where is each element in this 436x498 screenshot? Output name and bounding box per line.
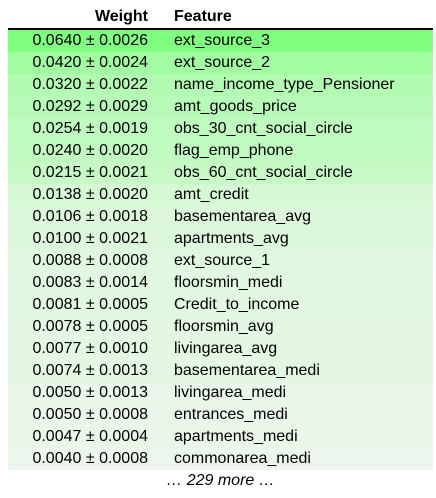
feature-cell: ext_source_1	[174, 252, 271, 269]
table-header-row: Weight Feature	[8, 5, 433, 30]
weight-cell: 0.0088 ± 0.0008	[32, 252, 148, 269]
feature-cell: apartments_medi	[174, 428, 298, 445]
weight-cell: 0.0074 ± 0.0013	[32, 362, 148, 379]
weight-cell: 0.0240 ± 0.0020	[32, 142, 148, 159]
feature-cell: obs_30_cnt_social_circle	[174, 120, 353, 137]
weight-cell: 0.0078 ± 0.0005	[32, 318, 148, 335]
feature-cell: name_income_type_Pensioner	[174, 76, 395, 93]
weight-cell: 0.0047 ± 0.0004	[32, 428, 148, 445]
feature-cell: basementarea_medi	[174, 362, 320, 379]
weight-cell: 0.0050 ± 0.0013	[32, 384, 148, 401]
feature-cell: amt_credit	[174, 186, 249, 203]
table-row: 0.0320 ± 0.0022 name_income_type_Pensione…	[8, 74, 433, 96]
table-row: 0.0138 ± 0.0020 amt_credit	[8, 184, 433, 206]
weight-cell: 0.0081 ± 0.0005	[32, 296, 148, 313]
more-rows-row: … 229 more …	[8, 470, 433, 492]
feature-cell: obs_60_cnt_social_circle	[174, 164, 353, 181]
feature-cell: entrances_medi	[174, 406, 288, 423]
table-row: 0.0081 ± 0.0005 Credit_to_income	[8, 294, 433, 316]
feature-cell: floorsmin_medi	[174, 274, 283, 291]
table-row: 0.0106 ± 0.0018 basementarea_avg	[8, 206, 433, 228]
table-row: 0.0083 ± 0.0014 floorsmin_medi	[8, 272, 433, 294]
weight-column-header: Weight	[8, 5, 174, 30]
table-row: 0.0050 ± 0.0008 entrances_medi	[8, 404, 433, 426]
table-row: 0.0254 ± 0.0019 obs_30_cnt_social_circle	[8, 118, 433, 140]
weight-cell: 0.0040 ± 0.0008	[32, 450, 148, 467]
table-row: 0.0088 ± 0.0008 ext_source_1	[8, 250, 433, 272]
feature-cell: basementarea_avg	[174, 208, 311, 225]
weight-cell: 0.0077 ± 0.0010	[32, 340, 148, 357]
weight-cell: 0.0254 ± 0.0019	[32, 120, 148, 137]
feature-cell: apartments_avg	[174, 230, 289, 247]
table-row: 0.0640 ± 0.0026 ext_source_3	[8, 29, 433, 52]
table-row: 0.0077 ± 0.0010 livingarea_avg	[8, 338, 433, 360]
table-row: 0.0292 ± 0.0029 amt_goods_price	[8, 96, 433, 118]
weight-cell: 0.0050 ± 0.0008	[32, 406, 148, 423]
table-row: 0.0240 ± 0.0020 flag_emp_phone	[8, 140, 433, 162]
weight-cell: 0.0106 ± 0.0018	[32, 208, 148, 225]
table-row: 0.0100 ± 0.0021 apartments_avg	[8, 228, 433, 250]
weight-cell: 0.0320 ± 0.0022	[32, 76, 148, 93]
weight-cell: 0.0215 ± 0.0021	[32, 164, 148, 181]
weight-cell: 0.0420 ± 0.0024	[32, 54, 148, 71]
feature-cell: floorsmin_avg	[174, 318, 274, 335]
feature-cell: flag_emp_phone	[174, 142, 294, 159]
weight-cell: 0.0138 ± 0.0020	[32, 186, 148, 203]
feature-cell: ext_source_2	[174, 54, 271, 71]
feature-cell: livingarea_medi	[174, 384, 287, 401]
table-body: 0.0640 ± 0.0026 ext_source_3 0.0420 ± 0.00…	[8, 29, 433, 492]
table-row: 0.0078 ± 0.0005 floorsmin_avg	[8, 316, 433, 338]
table-row: 0.0420 ± 0.0024 ext_source_2	[8, 52, 433, 74]
weight-cell: 0.0292 ± 0.0029	[32, 98, 148, 115]
weight-cell: 0.0640 ± 0.0026	[32, 32, 148, 49]
feature-cell: livingarea_avg	[174, 340, 278, 357]
table-row: 0.0050 ± 0.0013 livingarea_medi	[8, 382, 433, 404]
weight-cell: 0.0100 ± 0.0021	[32, 230, 148, 247]
feature-cell: ext_source_3	[174, 32, 271, 49]
weight-cell: 0.0083 ± 0.0014	[32, 274, 148, 291]
feature-column-header: Feature	[174, 5, 433, 30]
feature-cell: Credit_to_income	[174, 296, 300, 313]
feature-cell: amt_goods_price	[174, 98, 297, 115]
table-row: 0.0040 ± 0.0008 commonarea_medi	[8, 448, 433, 470]
table-row: 0.0215 ± 0.0021 obs_60_cnt_social_circle	[8, 162, 433, 184]
table-row: 0.0047 ± 0.0004 apartments_medi	[8, 426, 433, 448]
feature-weights-table: Weight Feature 0.0640 ± 0.0026 ext_source…	[8, 5, 433, 492]
feature-cell: commonarea_medi	[174, 450, 311, 467]
table-row: 0.0074 ± 0.0013 basementarea_medi	[8, 360, 433, 382]
more-rows-label: … 229 more …	[8, 470, 433, 492]
